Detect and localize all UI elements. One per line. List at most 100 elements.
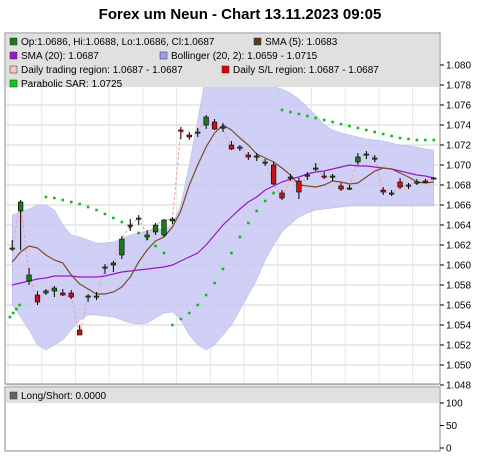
sar-dot [339, 122, 343, 126]
y-axis: 1.080 1.078 1.076 1.074 1.072 1.070 1.068 1.066… [440, 61, 471, 392]
candle-body [195, 131, 201, 134]
sar-dot [154, 244, 157, 248]
candle-body [18, 201, 24, 212]
y-tick-label: 1.076 [446, 101, 471, 112]
y-tick-label: 1.056 [446, 301, 471, 312]
candle-body [26, 274, 32, 282]
sar-dot [289, 110, 292, 114]
candle-body [346, 187, 353, 190]
sar-dot [246, 221, 250, 225]
candle-body [405, 184, 412, 187]
candle-body [380, 189, 386, 193]
sar-dot [61, 198, 65, 202]
y-tick-label: 1.064 [446, 221, 471, 232]
sar-dot [162, 251, 166, 255]
sma5-legend-icon [253, 37, 262, 46]
sar-dot [238, 235, 242, 239]
sar-legend-text: Parabolic SAR: 1.0725 [21, 79, 123, 90]
y-tick-label: 1.066 [446, 201, 471, 212]
candle-body [270, 164, 277, 185]
y-tick-label: 1.058 [446, 281, 471, 292]
sar-dot [390, 134, 393, 138]
sar-dot [381, 132, 385, 136]
lower-y-tick-label: 50 [446, 421, 458, 432]
sar-dot [120, 220, 124, 224]
sar-dot [314, 116, 318, 120]
chart-title: Forex um Neun - Chart 13.11.2023 09:05 [99, 6, 382, 23]
sar-dot [44, 195, 48, 199]
sma20-path [12, 164, 434, 286]
sar-dot [213, 281, 216, 285]
candle-body [363, 153, 369, 156]
candle-body [287, 176, 294, 179]
candle-body [34, 294, 41, 303]
candle-body [304, 174, 310, 177]
candle-body [169, 218, 176, 222]
lower-y-axis: 100 50 0 [440, 399, 463, 455]
legend: Op:1.0686, Hi:1.0688, Lo:1.0686, Cl:1.06… [9, 37, 379, 90]
candle-body [389, 192, 395, 195]
sar-dot [15, 307, 18, 311]
candle-body [186, 134, 192, 138]
candle-body [211, 121, 218, 130]
sar-dot [86, 205, 90, 209]
candle-body [144, 234, 150, 238]
y-tick-label: 1.074 [446, 121, 471, 132]
parabolic-sar-dots [8, 108, 436, 327]
candle-body [9, 247, 15, 250]
sar-dot [373, 130, 377, 134]
sar-dot [112, 216, 115, 220]
sar-dot [407, 137, 410, 141]
lower-y-tick-label: 100 [446, 399, 463, 410]
sl-region-legend-text: Daily S/L region: 1.0687 - 1.0687 [233, 65, 379, 76]
candle-body [279, 192, 285, 199]
sar-dot [78, 202, 81, 206]
candle-body [262, 161, 268, 164]
sar-dot [322, 118, 326, 122]
sar-dot [415, 138, 419, 142]
sar-dot [280, 108, 284, 112]
candle-body [178, 129, 184, 132]
y-tick-label: 1.050 [446, 361, 471, 372]
sar-dot [187, 311, 191, 315]
candle-body [77, 329, 83, 336]
y-tick-label: 1.062 [446, 241, 471, 252]
lower-y-tick-label: 0 [446, 444, 452, 455]
y-tick-label: 1.078 [446, 81, 471, 92]
candle-body [85, 295, 91, 298]
sar-dot [297, 112, 301, 116]
sl-path [11, 116, 434, 336]
candle-body [329, 175, 336, 178]
sar-dot [272, 191, 275, 195]
y-tick-label: 1.054 [446, 321, 471, 332]
candle-body [68, 292, 74, 298]
sar-dot [196, 303, 200, 307]
candle-body [321, 175, 327, 178]
sar-dot [18, 303, 21, 307]
sar-dot [255, 209, 259, 213]
ohlc-legend-icon [9, 37, 18, 46]
candle-body [422, 180, 428, 183]
sar-dot [424, 138, 427, 142]
sma20-legend-icon [9, 51, 18, 60]
candle-body [338, 185, 344, 190]
candle-body [102, 266, 108, 269]
sar-dot [230, 251, 233, 255]
sar-dot [11, 311, 15, 315]
sar-dot [348, 124, 351, 128]
sar-dot [221, 267, 225, 271]
y-tick-label: 1.052 [446, 341, 471, 352]
sl-lines [11, 116, 434, 336]
candle-body [136, 217, 142, 220]
ohlc-legend-text: Op:1.0686, Hi:1.0688, Lo:1.0686, Cl:1.06… [21, 37, 215, 48]
sar-dot [8, 315, 12, 319]
candle-body [161, 219, 167, 236]
candle-body [127, 224, 133, 227]
sar-dot [69, 200, 73, 204]
candle-body [237, 146, 243, 149]
sar-dot [179, 317, 183, 321]
candle-body [431, 177, 437, 180]
sar-dot [331, 120, 334, 124]
candle-body [372, 157, 378, 160]
